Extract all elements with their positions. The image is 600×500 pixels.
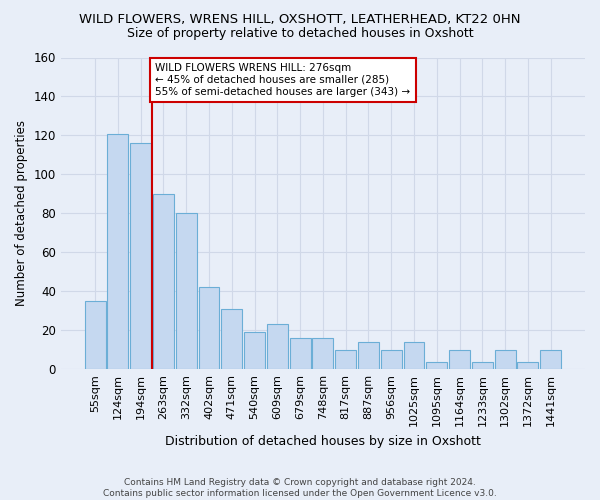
Bar (153, 194, 174, 370)
Bar (540, 350, 561, 370)
Bar (358, 342, 379, 369)
Bar (427, 362, 447, 370)
Bar (404, 342, 424, 369)
Bar (176, 214, 197, 370)
Bar (244, 332, 265, 370)
Bar (85, 301, 106, 370)
X-axis label: Distribution of detached houses by size in Oxshott: Distribution of detached houses by size … (165, 434, 481, 448)
Bar (290, 338, 311, 370)
Bar (267, 324, 288, 370)
Text: Size of property relative to detached houses in Oxshott: Size of property relative to detached ho… (127, 28, 473, 40)
Bar (221, 309, 242, 370)
Bar (130, 143, 151, 370)
Bar (313, 338, 334, 370)
Text: WILD FLOWERS, WRENS HILL, OXSHOTT, LEATHERHEAD, KT22 0HN: WILD FLOWERS, WRENS HILL, OXSHOTT, LEATH… (79, 12, 521, 26)
Text: WILD FLOWERS WRENS HILL: 276sqm
← 45% of detached houses are smaller (285)
55% o: WILD FLOWERS WRENS HILL: 276sqm ← 45% of… (155, 64, 410, 96)
Bar (107, 134, 128, 370)
Text: Contains HM Land Registry data © Crown copyright and database right 2024.
Contai: Contains HM Land Registry data © Crown c… (103, 478, 497, 498)
Bar (335, 350, 356, 370)
Bar (449, 350, 470, 370)
Bar (381, 350, 402, 370)
Bar (472, 362, 493, 370)
Bar (494, 350, 515, 370)
Bar (517, 362, 538, 370)
Bar (199, 288, 220, 370)
Y-axis label: Number of detached properties: Number of detached properties (15, 120, 28, 306)
